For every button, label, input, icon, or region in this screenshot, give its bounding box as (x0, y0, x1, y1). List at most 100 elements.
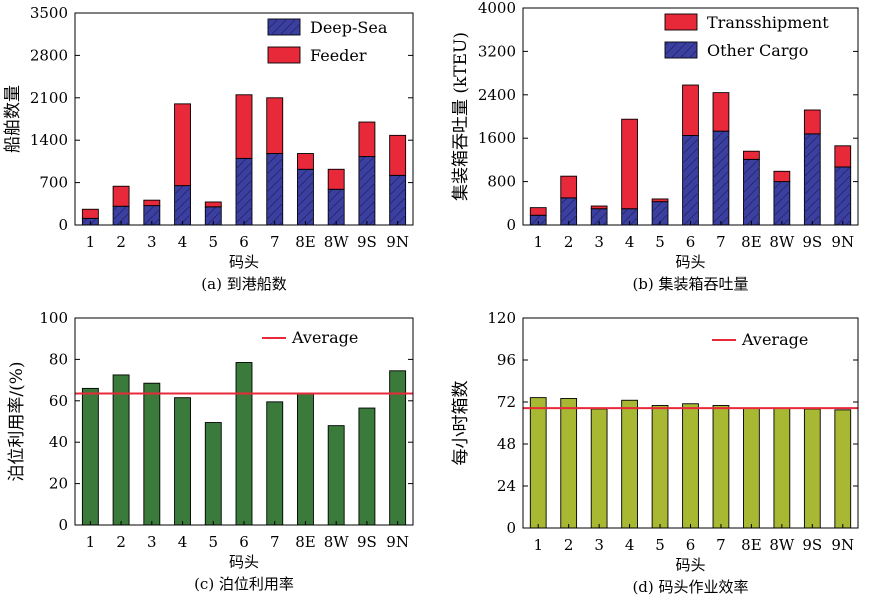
bar-hatch-a-4 (174, 185, 191, 225)
bar-b-transshipment-7 (712, 92, 730, 132)
y-tick-label-d: 48 (497, 435, 516, 453)
caption-a: (a) 到港船数 (201, 275, 286, 293)
bar-d-value-8W (773, 407, 791, 529)
y-axis-label-a: 船舶数量 (3, 85, 23, 153)
x-tick-label-b-4: 4 (625, 233, 635, 251)
x-tick-label-d-2: 2 (564, 536, 574, 554)
y-tick-label-d: 72 (497, 393, 516, 411)
x-tick-label-b-9N: 9N (831, 233, 854, 251)
bar-hatch-b-7 (713, 131, 729, 225)
bar-d-value-9S (803, 408, 821, 529)
bar-d-value-7 (712, 405, 730, 529)
bar-hatch-a-2 (113, 206, 130, 225)
y-tick-label-c: 0 (58, 516, 68, 534)
legend-swatch-hatch-b-1 (665, 42, 697, 58)
y-tick-label-a: 2100 (30, 89, 68, 107)
caption-d: (d) 码头作业效率 (632, 578, 748, 596)
bars-b (529, 84, 852, 226)
bar-c-value-2 (112, 374, 130, 526)
bars-a (81, 94, 407, 226)
bar-a-feeder-4 (174, 103, 191, 187)
bar-a-feeder-3 (143, 199, 161, 207)
y-axis-label-b: 集装箱吞吐量 (kTEU) (451, 32, 471, 201)
x-tick-label-c-7: 7 (270, 533, 280, 551)
legend-a: Deep-Sea Feeder (267, 18, 388, 65)
bar-a-feeder-8E (297, 153, 314, 170)
bar-hatch-a-7 (266, 153, 283, 225)
y-tick-label-a: 1400 (30, 131, 68, 149)
bar-hatch-b-2 (560, 197, 577, 225)
bar-d-value-1 (529, 397, 547, 529)
x-tick-label-b-6: 6 (686, 233, 696, 251)
x-tick-label-a-4: 4 (178, 233, 188, 251)
y-tick-label-d: 24 (497, 477, 516, 495)
panel-c: 0 20 40 60 80 100 1 2 3 4 5 6 7 8E 8W 9S 9N 码头 (c) 泊位利用率 泊位… (7, 309, 414, 593)
x-tick-label-d-5: 5 (655, 536, 665, 554)
bar-hatch-b-8E (743, 159, 760, 225)
y-tick-label-b: 3200 (478, 42, 516, 60)
bars-c (81, 362, 407, 526)
legend-swatch-hatch-a-0 (268, 19, 300, 35)
bar-hatch-b-8W (773, 181, 790, 225)
x-tick-label-c-2: 2 (116, 533, 126, 551)
bar-d-value-5 (651, 405, 669, 529)
bar-a-feeder-8W (327, 168, 345, 190)
x-tick-label-d-1: 1 (533, 536, 543, 554)
x-tick-label-b-2: 2 (564, 233, 574, 251)
x-axis-label-c: 码头 (229, 553, 259, 571)
bar-hatch-a-8W (328, 189, 345, 225)
x-tick-label-a-9N: 9N (386, 233, 409, 251)
bar-b-transshipment-4 (621, 118, 638, 210)
bar-a-feeder-6 (235, 94, 253, 159)
caption-b: (b) 集装箱吞吐量 (632, 275, 748, 293)
x-tick-label-d-7: 7 (716, 536, 726, 554)
y-tick-label-b: 800 (487, 173, 516, 191)
x-tick-label-c-4: 4 (178, 533, 188, 551)
bar-hatch-a-5 (205, 206, 222, 225)
bar-a-feeder-9N (389, 134, 407, 176)
x-tick-label-c-1: 1 (86, 533, 96, 551)
legend-label-average-c: Average (291, 328, 358, 347)
y-tick-label-b: 1600 (478, 129, 516, 147)
x-tick-label-b-9S: 9S (802, 233, 822, 251)
x-tick-label-c-6: 6 (239, 533, 249, 551)
bar-hatch-b-3 (591, 208, 608, 225)
x-tick-label-a-7: 7 (270, 233, 280, 251)
y-tick-label-c: 60 (49, 392, 68, 410)
bar-hatch-a-9N (389, 175, 406, 225)
x-tick-label-c-8W: 8W (324, 533, 350, 551)
bar-c-value-5 (204, 422, 222, 526)
y-tick-label-d: 0 (506, 519, 516, 537)
x-tick-label-a-8W: 8W (324, 233, 350, 251)
bar-hatch-a-6 (236, 158, 252, 225)
x-tick-label-b-1: 1 (533, 233, 543, 251)
x-tick-label-a-3: 3 (147, 233, 157, 251)
x-tick-label-a-9S: 9S (357, 233, 377, 251)
x-tick-label-b-7: 7 (716, 233, 726, 251)
x-tick-label-c-3: 3 (147, 533, 157, 551)
y-tick-label-d: 96 (497, 351, 516, 369)
bar-b-transshipment-8E (743, 150, 760, 160)
bar-d-value-2 (560, 398, 578, 529)
x-tick-label-a-5: 5 (208, 233, 218, 251)
y-tick-label-c: 100 (39, 309, 68, 327)
bar-b-transshipment-9N (834, 145, 852, 168)
y-tick-label-c: 80 (49, 350, 68, 368)
bar-a-feeder-2 (112, 185, 130, 207)
y-tick-label-a: 2800 (30, 46, 68, 64)
y-tick-label-d: 120 (487, 309, 516, 327)
bar-c-value-4 (174, 397, 191, 526)
legend-c: Average (262, 328, 358, 347)
bar-a-feeder-5 (204, 201, 222, 208)
legend-label-average-d: Average (741, 330, 808, 349)
legend-label-b-0: Transshipment (707, 13, 829, 32)
bar-hatch-b-9N (834, 166, 851, 225)
bar-hatch-a-3 (143, 205, 160, 225)
bar-a-feeder-1 (81, 208, 99, 219)
bar-d-value-3 (590, 408, 608, 529)
x-tick-label-a-8E: 8E (295, 233, 316, 251)
bar-c-value-7 (266, 401, 284, 526)
bar-hatch-b-1 (530, 215, 547, 225)
x-tick-label-d-6: 6 (686, 536, 696, 554)
